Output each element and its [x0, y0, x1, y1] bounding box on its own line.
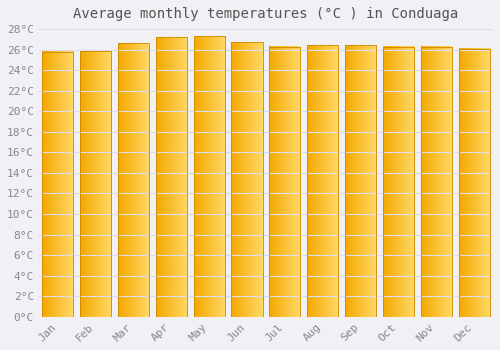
- Title: Average monthly temperatures (°C ) in Conduaga: Average monthly temperatures (°C ) in Co…: [74, 7, 458, 21]
- Bar: [458, 49, 490, 317]
- Bar: [118, 43, 149, 317]
- Bar: [421, 47, 452, 317]
- Bar: [194, 36, 224, 317]
- Bar: [345, 46, 376, 317]
- Bar: [232, 42, 262, 317]
- Bar: [383, 47, 414, 317]
- Bar: [42, 52, 74, 317]
- Bar: [80, 51, 111, 317]
- Bar: [270, 47, 300, 317]
- Bar: [156, 37, 187, 317]
- Bar: [307, 46, 338, 317]
